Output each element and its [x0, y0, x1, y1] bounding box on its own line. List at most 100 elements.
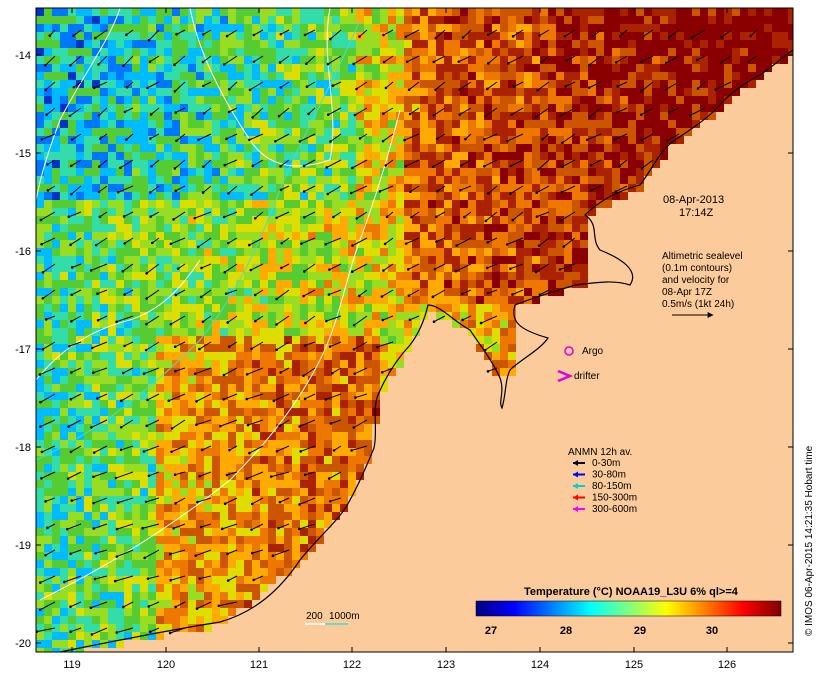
- sst-cell: [508, 16, 516, 24]
- sst-cell: [148, 48, 156, 56]
- sst-cell: [148, 304, 156, 312]
- sst-cell: [524, 16, 532, 24]
- sst-cell: [156, 208, 164, 216]
- sst-cell: [308, 448, 316, 456]
- sst-cell: [308, 16, 316, 24]
- sst-cell: [572, 192, 580, 200]
- sst-cell: [556, 64, 564, 72]
- velocity-arrow-tip: [201, 33, 205, 36]
- sst-cell: [348, 24, 356, 32]
- sst-cell: [108, 80, 116, 88]
- sst-cell: [92, 40, 100, 48]
- sst-cell: [484, 144, 492, 152]
- sst-cell: [396, 304, 404, 312]
- sst-cell: [564, 120, 572, 128]
- sst-cell: [316, 456, 324, 464]
- sst-cell: [540, 264, 548, 272]
- sst-cell: [300, 400, 308, 408]
- sst-cell: [628, 112, 636, 120]
- sst-cell: [276, 104, 284, 112]
- sst-cell: [156, 464, 164, 472]
- sst-cell: [316, 24, 324, 32]
- sst-cell: [420, 240, 428, 248]
- sst-cell: [332, 344, 340, 352]
- sst-cell: [260, 32, 268, 40]
- sst-cell: [180, 184, 188, 192]
- sst-cell: [396, 248, 404, 256]
- sst-cell: [36, 280, 44, 288]
- sst-cell: [260, 48, 268, 56]
- sst-cell: [292, 192, 300, 200]
- sst-cell: [780, 48, 788, 56]
- sst-cell: [684, 80, 692, 88]
- velocity-arrow: [690, 107, 706, 116]
- sst-cell: [284, 552, 292, 560]
- sst-cell: [124, 336, 132, 344]
- sst-cell: [156, 360, 164, 368]
- velocity-arrow-tip: [585, 138, 589, 142]
- sst-cell: [572, 224, 580, 232]
- sst-cell: [68, 32, 76, 40]
- sst-cell: [148, 88, 156, 96]
- sst-cell: [76, 96, 84, 104]
- sst-cell: [100, 136, 108, 144]
- sst-cell: [92, 352, 100, 360]
- sst-cell: [556, 288, 564, 296]
- sst-cell: [236, 8, 244, 16]
- sst-cell: [484, 200, 492, 208]
- sst-cell: [332, 424, 340, 432]
- sst-cell: [284, 416, 292, 424]
- sst-cell: [500, 160, 508, 168]
- velocity-arrow-tip: [587, 86, 591, 89]
- sst-cell: [604, 136, 612, 144]
- sst-cell: [372, 328, 380, 336]
- sst-cell: [188, 368, 196, 376]
- sst-cell: [308, 328, 316, 336]
- sst-cell: [644, 24, 652, 32]
- sst-cell: [132, 632, 140, 640]
- sst-cell: [252, 232, 260, 240]
- sst-cell: [84, 168, 92, 176]
- sst-cell: [676, 136, 684, 144]
- sst-cell: [388, 264, 396, 272]
- sst-cell: [148, 112, 156, 120]
- sst-cell: [36, 552, 44, 560]
- sst-cell: [468, 120, 476, 128]
- sst-cell: [196, 608, 204, 616]
- sst-cell: [468, 48, 476, 56]
- sst-cell: [156, 296, 164, 304]
- sst-cell: [132, 88, 140, 96]
- sst-cell: [236, 592, 244, 600]
- sst-cell: [380, 40, 388, 48]
- sst-cell: [124, 352, 132, 360]
- sst-cell: [556, 72, 564, 80]
- sst-cell: [332, 472, 340, 480]
- sst-cell: [212, 16, 220, 24]
- sst-cell: [260, 296, 268, 304]
- sst-cell: [676, 16, 684, 24]
- sst-cell: [84, 376, 92, 384]
- sst-cell: [172, 416, 180, 424]
- sst-cell: [524, 112, 532, 120]
- sst-cell: [380, 320, 388, 328]
- sst-cell: [284, 368, 292, 376]
- sst-cell: [340, 208, 348, 216]
- sst-cell: [76, 264, 84, 272]
- sst-cell: [340, 472, 348, 480]
- sst-cell: [132, 120, 140, 128]
- sst-cell: [100, 304, 108, 312]
- sst-cell: [420, 32, 428, 40]
- sst-cell: [452, 240, 460, 248]
- sst-cell: [220, 176, 228, 184]
- sst-cell: [244, 24, 252, 32]
- sst-cell: [116, 560, 124, 568]
- sst-cell: [476, 192, 484, 200]
- sst-cell: [116, 208, 124, 216]
- sst-cell: [308, 344, 316, 352]
- sst-cell: [204, 488, 212, 496]
- sst-cell: [564, 240, 572, 248]
- sst-cell: [500, 312, 508, 320]
- sst-cell: [100, 488, 108, 496]
- sst-cell: [588, 144, 596, 152]
- sst-cell: [236, 24, 244, 32]
